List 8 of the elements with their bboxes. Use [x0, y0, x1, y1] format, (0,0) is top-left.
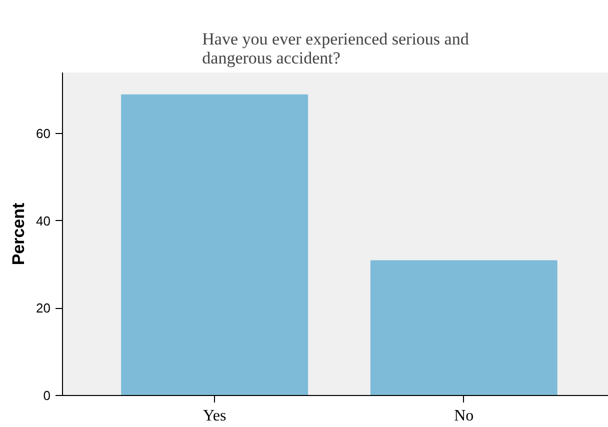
y-tick-label: 20 — [36, 300, 51, 316]
y-axis-title: Percent — [9, 202, 28, 266]
y-tick-label: 0 — [43, 388, 51, 403]
chart-title: Have you ever experienced serious and dangerous accident? — [202, 30, 470, 68]
x-tick-label: Yes — [202, 408, 226, 424]
y-tick-label: 40 — [36, 213, 51, 228]
y-tick-label: 60 — [36, 126, 51, 142]
x-tick-label: No — [454, 408, 474, 424]
